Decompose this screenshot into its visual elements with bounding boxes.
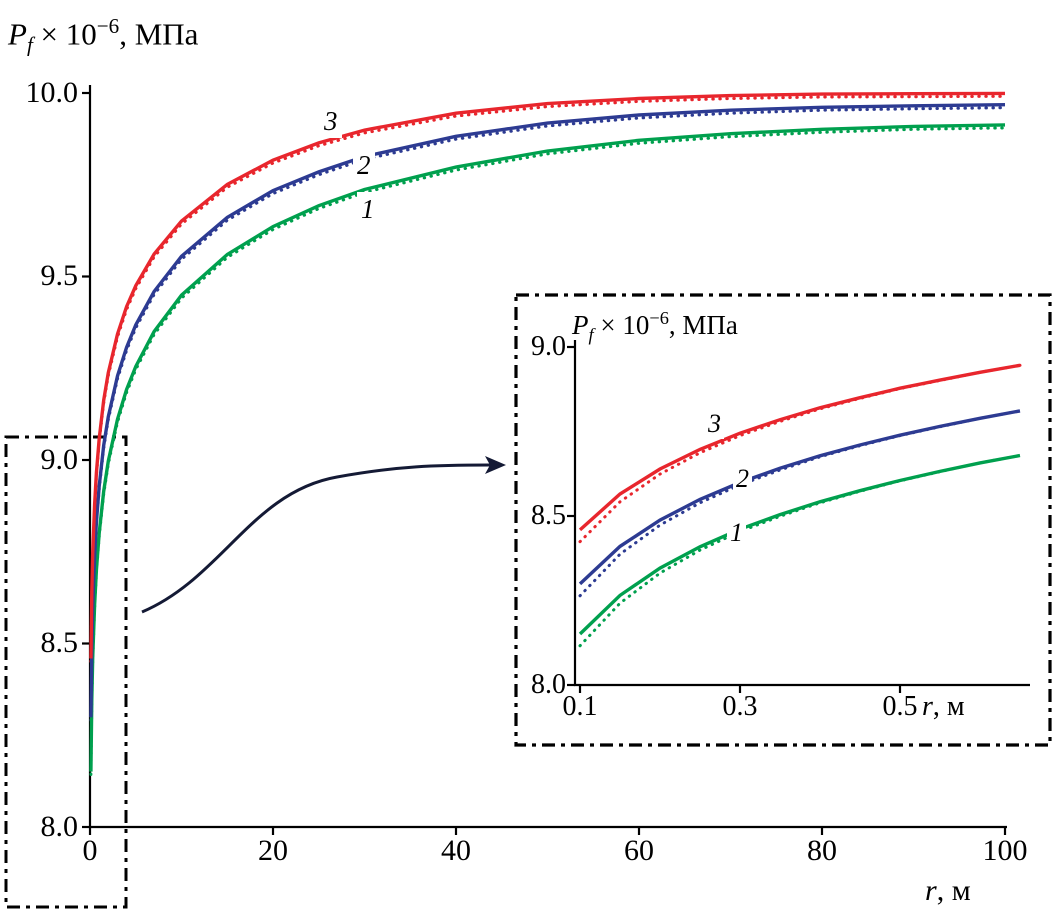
inset-title-symbol: P xyxy=(572,310,589,340)
inset-curves xyxy=(578,363,1022,648)
y-tick-8.0: 8.0 xyxy=(40,810,79,843)
x-tick-80: 80 xyxy=(807,834,837,867)
title-symbol: P xyxy=(8,16,27,52)
inset-title: Pf × 10−6, МПа xyxy=(572,301,738,351)
inset-x-tick-0.1: 0.1 xyxy=(562,691,598,722)
curve-label-1: 1 xyxy=(357,192,379,226)
y-tick-10.0: 10.0 xyxy=(25,76,79,109)
y-tick-9.0: 9.0 xyxy=(40,443,79,476)
curve-main-2 xyxy=(89,103,1006,718)
curve-inset-1 xyxy=(578,453,1021,636)
curve-main-3 xyxy=(89,91,1006,659)
inset-curve-label-2: 2 xyxy=(733,464,752,494)
main-axes xyxy=(82,85,1007,835)
curve-inset-3 xyxy=(578,363,1021,532)
title-exponent: −6 xyxy=(96,14,120,38)
x-axis-symbol: r xyxy=(925,874,937,907)
inset-title-exponent: −6 xyxy=(649,308,669,328)
x-tick-40: 40 xyxy=(441,834,471,867)
x-tick-60: 60 xyxy=(624,834,654,867)
inset-x-axis-label: r, м xyxy=(922,691,965,723)
inset-y-tick-8.5: 8.5 xyxy=(531,500,566,531)
inset-axes xyxy=(567,340,1030,693)
x-tick-0: 0 xyxy=(82,834,98,867)
y-tick-9.5: 9.5 xyxy=(40,259,79,292)
zoom-region-box xyxy=(4,435,128,909)
title-subscript: f xyxy=(26,32,33,57)
curve-inset-3-approx xyxy=(578,363,1022,544)
inset-x-tick-0.5: 0.5 xyxy=(882,691,918,722)
inset-x-axis-symbol: r xyxy=(922,691,933,722)
inset-curve-label-3: 3 xyxy=(705,409,724,439)
title-unit: , МПа xyxy=(119,16,199,52)
inset-y-tick-9.0: 9.0 xyxy=(531,331,566,362)
zoom-arrow xyxy=(141,463,491,614)
inset-y-tick-8.0: 8.0 xyxy=(531,669,566,700)
title-mid: × 10 xyxy=(32,16,97,52)
zoom-arrow-head xyxy=(485,456,506,474)
curve-inset-2 xyxy=(578,409,1021,586)
inset-title-unit: , МПа xyxy=(668,310,738,340)
curve-label-3: 3 xyxy=(320,104,342,138)
x-tick-100: 100 xyxy=(982,834,1028,867)
inset-x-axis-unit: , м xyxy=(932,691,965,722)
x-tick-20: 20 xyxy=(258,834,288,867)
main-curves xyxy=(89,91,1007,776)
inset-title-subscript: f xyxy=(588,324,594,345)
x-axis-label: r, м xyxy=(925,874,971,908)
y-axis-title: Pf × 10−6, МПа xyxy=(8,6,198,65)
inset-curve-label-1: 1 xyxy=(727,518,746,548)
inset-border xyxy=(514,293,1052,747)
y-tick-8.5: 8.5 xyxy=(40,626,79,659)
curve-label-2: 2 xyxy=(353,148,375,182)
inset-x-tick-0.3: 0.3 xyxy=(722,691,758,722)
curve-main-1 xyxy=(89,123,1006,772)
inset-title-mid: × 10 xyxy=(593,310,650,340)
x-axis-unit: , м xyxy=(936,874,971,907)
